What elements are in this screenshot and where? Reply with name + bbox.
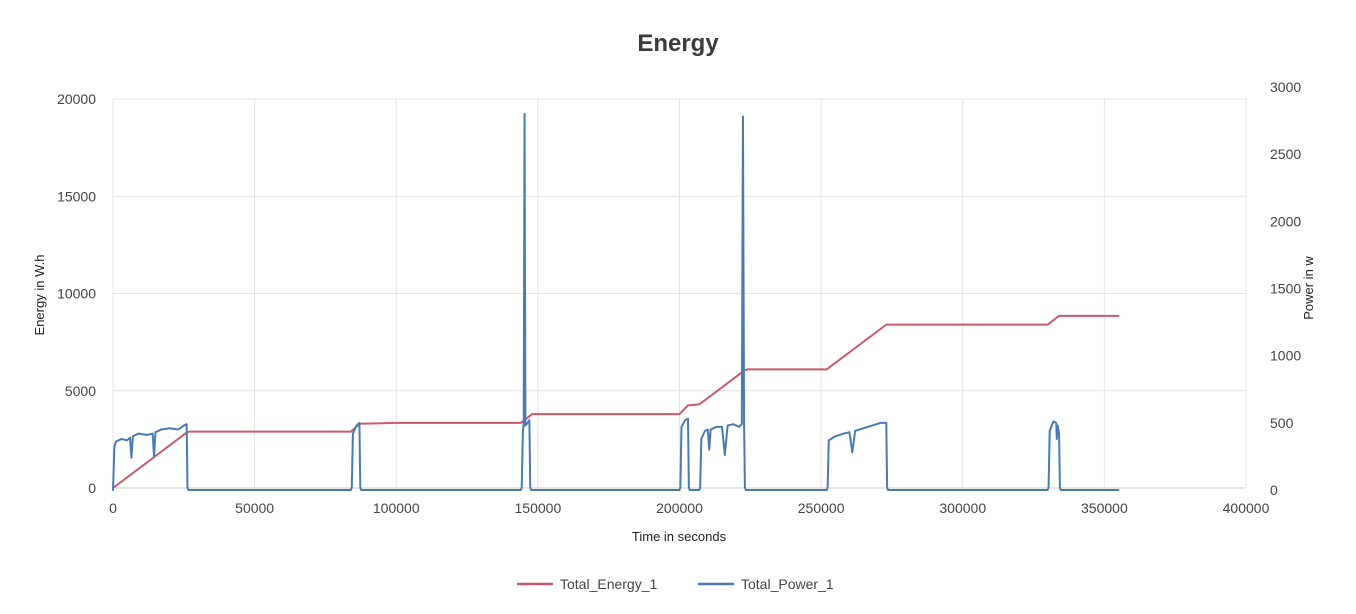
legend-power-label: Total_Power_1 xyxy=(741,576,834,592)
x-tick-label: 300000 xyxy=(939,500,986,516)
x-tick-label: 100000 xyxy=(373,500,420,516)
y-axis-label: Energy in W.h xyxy=(32,255,47,336)
y-tick-label: 15000 xyxy=(57,188,96,204)
y2-tick-label: 2500 xyxy=(1270,146,1301,162)
x-tick-label: 250000 xyxy=(798,500,845,516)
x-tick-label: 350000 xyxy=(1081,500,1128,516)
y2-tick-label: 1000 xyxy=(1270,348,1301,364)
legend-energy-label: Total_Energy_1 xyxy=(560,576,658,592)
y2-tick-label: 3000 xyxy=(1270,79,1301,95)
legend: Total_Energy_1 Total_Power_1 xyxy=(517,576,834,592)
x-axis-label: Time in seconds xyxy=(632,529,727,544)
x-tick-label: 200000 xyxy=(656,500,703,516)
y-tick-label: 0 xyxy=(88,480,96,496)
power-series-line xyxy=(112,112,1120,491)
x-tick-label: 150000 xyxy=(515,500,562,516)
x-tick-label: 0 xyxy=(109,500,117,516)
y2-tick-label: 500 xyxy=(1270,415,1294,431)
y2-tick-label: 1500 xyxy=(1270,281,1301,297)
chart-title: Energy xyxy=(637,30,719,57)
y2-tick-label: 2000 xyxy=(1270,213,1301,229)
grid-lines xyxy=(112,98,1247,489)
energy-series-line xyxy=(112,314,1120,489)
x-tick-label: 400000 xyxy=(1223,500,1270,516)
y-tick-label: 20000 xyxy=(57,91,96,107)
x-tick-label: 50000 xyxy=(235,500,274,516)
y2-tick-label: 0 xyxy=(1270,482,1278,498)
y-tick-label: 5000 xyxy=(65,383,96,399)
y2-axis-label: Power in w xyxy=(1301,256,1316,320)
tick-labels: 0 50000 100000 150000 200000 250000 300000 3500… xyxy=(57,79,1301,516)
y-tick-label: 10000 xyxy=(57,286,96,302)
series-group xyxy=(112,112,1120,491)
